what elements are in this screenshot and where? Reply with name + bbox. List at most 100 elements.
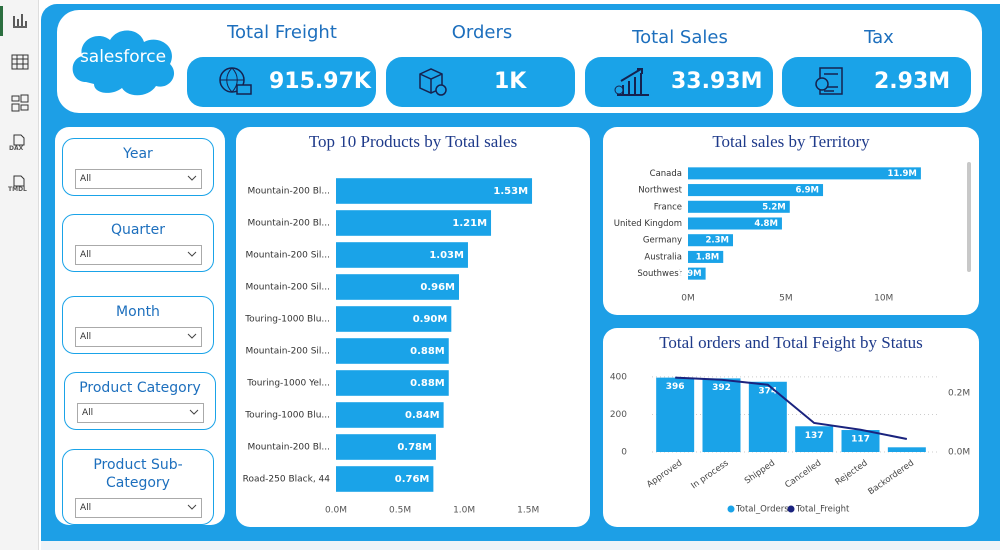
data-label: 0.9M	[678, 269, 702, 279]
slicer-value: All	[80, 503, 92, 513]
y-tick-label: 200	[610, 410, 627, 420]
data-label: 4.8M	[754, 219, 778, 229]
slicer: Product Category All	[64, 372, 216, 430]
slicer-dropdown[interactable]: All	[75, 327, 202, 347]
data-label: 0.90M	[413, 314, 448, 325]
chart-card: Top 10 Products by Total sales 0.0M 0.5M 1.…	[236, 127, 590, 527]
tax-icon	[815, 67, 843, 95]
chart: Top 10 Products by Total sales 0.0M 0.5M 1.…	[243, 132, 540, 516]
kpi-card: 915.97K	[187, 57, 376, 107]
chevron	[189, 409, 199, 415]
slicer-dropdown[interactable]: All	[75, 498, 202, 518]
bar	[688, 167, 921, 180]
slicer-dropdown[interactable]: All	[77, 403, 204, 423]
sidebar-label[interactable]: DAX	[9, 145, 24, 152]
bar	[336, 242, 468, 268]
y2-tick-label: 0.0M	[948, 448, 970, 458]
kpi-value: 1K	[494, 69, 527, 94]
slicer-label: Year	[123, 146, 153, 162]
x-tick-label: Rejected	[834, 458, 870, 487]
chevron	[187, 504, 197, 510]
x-tick-label: In process	[689, 458, 731, 491]
y-tick-label: France	[654, 202, 682, 212]
y-tick-label: 0	[621, 448, 627, 458]
box-icon	[419, 68, 447, 96]
slicer-dropdown[interactable]: All	[75, 169, 202, 189]
data-label: 0.88M	[410, 346, 445, 357]
dax-icon[interactable]	[12, 134, 26, 146]
y-tick-label: Germany	[643, 236, 682, 246]
x-tick-label: 5M	[779, 294, 793, 304]
kpi-value: 2.93M	[874, 69, 951, 94]
slicer-value: All	[80, 250, 92, 260]
chart-card: Total orders and Total Feight by Status 0…	[603, 328, 979, 527]
growth-icon	[614, 68, 649, 96]
logo: salesforce	[72, 30, 175, 96]
y-tick-label: Australia	[644, 252, 682, 262]
scrollbar[interactable]	[967, 162, 971, 272]
model-icon[interactable]	[11, 94, 29, 112]
y-tick-label: Touring-1000 Yel...	[246, 379, 330, 389]
data-label: 1.03M	[429, 250, 464, 261]
bar	[336, 210, 492, 236]
x-tick-label: Cancelled	[783, 458, 823, 490]
data-label: 0.84M	[405, 410, 440, 421]
slicer-dropdown[interactable]: All	[75, 245, 202, 265]
bar	[336, 306, 452, 332]
bar	[887, 447, 926, 452]
bar	[336, 178, 533, 204]
data-label: 0.76M	[395, 474, 430, 485]
data-label: 0.88M	[410, 378, 445, 389]
bar	[336, 434, 436, 460]
kpi-card: 2.93M	[782, 57, 971, 107]
chart-card: Total sales by Territory 0M 5M 10M Canada 11.…	[603, 127, 979, 315]
bar	[688, 200, 790, 213]
x-tick-label: Approved	[645, 458, 684, 490]
slicer: Quarter All	[62, 214, 214, 272]
slicer-value: All	[80, 174, 92, 184]
table-icon[interactable]	[11, 54, 29, 70]
y-tick-label: Mountain-200 Sil...	[245, 283, 330, 293]
slicer: Product Sub-Category All	[62, 449, 214, 525]
y-tick-label: Mountain-200 Bl...	[248, 187, 330, 197]
slicer-label: Product Category	[79, 380, 201, 396]
y-tick-label: United Kingdom	[614, 219, 682, 229]
report-icon[interactable]	[12, 12, 28, 28]
chevron	[187, 333, 197, 339]
x-tick-label: Backordered	[866, 458, 916, 497]
bar	[336, 466, 434, 492]
footer-strip	[41, 541, 1000, 550]
bar	[688, 250, 724, 263]
kpi-value: 33.93M	[671, 69, 763, 94]
y-tick-label: Road-250 Black, 44	[243, 475, 331, 485]
chart: Total sales by Territory 0M 5M 10M Canada 11.…	[614, 132, 971, 304]
kpi-title: Orders	[451, 22, 513, 43]
bar	[336, 274, 459, 300]
y-tick-label: Northwest	[638, 186, 682, 196]
data-label: 2.3M	[705, 236, 729, 246]
data-label: 1.21M	[452, 218, 487, 229]
tmdl-icon[interactable]	[12, 175, 26, 187]
bar	[795, 426, 834, 452]
legend-label: Total_Freight	[795, 505, 850, 515]
legend-label: Total_Orders	[735, 505, 789, 515]
sidebar-label[interactable]: TMDL	[8, 186, 27, 193]
y-tick-label: Mountain-200 Bl...	[248, 219, 330, 229]
x-tick-label: 0M	[681, 294, 695, 304]
slicer-label: Month	[116, 304, 160, 320]
active-indicator	[0, 6, 3, 36]
data-label: 392	[712, 383, 731, 393]
data-label: 396	[666, 382, 685, 392]
chart-title: Total orders and Total Feight by Status	[659, 333, 923, 352]
data-label: 0.78M	[397, 442, 432, 453]
y-tick-label: Mountain-200 Sil...	[245, 251, 330, 261]
chevron	[187, 175, 197, 181]
y-tick-label: Mountain-200 Sil...	[245, 347, 330, 357]
chart-title: Top 10 Products by Total sales	[309, 132, 517, 151]
y-tick-label: Southwest	[637, 269, 682, 279]
x-tick-label: 0.5M	[389, 506, 411, 516]
data-label: 11.9M	[887, 169, 916, 179]
x-tick-label: 10M	[874, 294, 893, 304]
bar	[841, 430, 880, 452]
data-label: 5.2M	[762, 202, 786, 212]
